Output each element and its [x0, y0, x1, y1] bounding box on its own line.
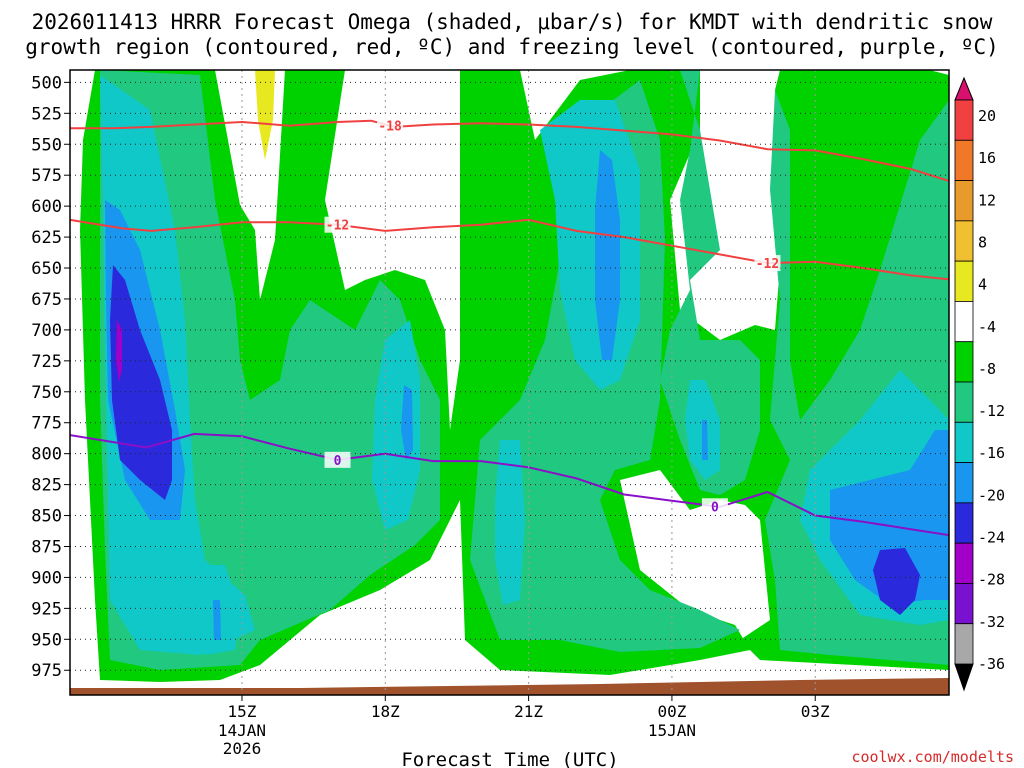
x-axis-label: Forecast Time (UTC) [401, 749, 618, 768]
y-tick-label: 750 [31, 383, 62, 403]
colorbar-swatch [954, 462, 974, 504]
chart-title-line1: 2026011413 HRRR Forecast Omega (shaded, … [31, 10, 993, 34]
colorbar-swatch [954, 502, 974, 544]
colorbar-label: -16 [978, 444, 1005, 462]
omega-shade-minus24 [116, 320, 122, 382]
y-tick-label: 775 [31, 414, 62, 434]
x-tick-label: 15Z [228, 702, 257, 721]
x-tick-sublabel: 14JAN [218, 721, 266, 740]
colorbar-swatch [954, 381, 974, 423]
x-tick-label: 21Z [514, 702, 543, 721]
y-tick-label: 875 [31, 537, 62, 557]
colorbar-label: -36 [978, 655, 1005, 673]
omega-shade-minus20-b [873, 548, 920, 615]
colorbar-label: 20 [978, 107, 996, 125]
contour-3 [70, 432, 949, 537]
colorbar-swatch [954, 260, 974, 302]
omega-shade-minus20 [110, 265, 172, 500]
x-tick-sublabel: 15JAN [648, 721, 696, 740]
contour-label: -12 [326, 219, 349, 234]
contour-label: 0 [711, 500, 719, 515]
y-tick-label: 825 [31, 476, 62, 496]
y-tick-label: 625 [31, 228, 62, 248]
chart-title-line2: growth region (contoured, red, ºC) and f… [25, 35, 999, 59]
colorbar-top-arrow [954, 76, 974, 101]
contour-label-bg [754, 255, 781, 272]
colorbar-label: -32 [978, 613, 1005, 631]
y-tick-label: 725 [31, 352, 62, 372]
omega-shade-plus4 [255, 70, 275, 160]
y-tick-label: 975 [31, 661, 62, 681]
contour-label-bg [701, 498, 728, 515]
y-tick-label: 700 [31, 321, 62, 341]
y-tick-label: 850 [31, 507, 62, 527]
y-tick-label: 500 [31, 73, 62, 93]
omega-shade-minus16-e [213, 600, 221, 640]
colorbar-label: -12 [978, 402, 1005, 420]
omega-shade-minus16-d [401, 385, 413, 460]
omega-shade-minus12 [100, 75, 255, 655]
contour-label-bg [324, 216, 351, 233]
y-tick-label: 950 [31, 630, 62, 650]
contour-label-bg [377, 117, 404, 134]
omega-shade-minus12-b [372, 320, 420, 530]
colorbar-label: -20 [978, 486, 1005, 504]
y-tick-label: 650 [31, 259, 62, 279]
y-tick-label: 550 [31, 135, 62, 155]
contour-label: -18 [378, 120, 402, 135]
colorbar-label: 4 [978, 276, 987, 294]
y-tick-label: 575 [31, 166, 62, 186]
colorbar-label: -8 [978, 360, 996, 378]
x-tick-sublabel: 2026 [223, 739, 262, 758]
colorbar-swatch [954, 623, 974, 665]
colorbar-label: 16 [978, 149, 996, 167]
plot-frame [69, 69, 950, 696]
colorbar-swatch [954, 583, 974, 625]
y-tick-label: 600 [31, 197, 62, 217]
grid-lines [70, 70, 949, 695]
omega-shade-minus12-e [495, 440, 525, 605]
colorbar-swatch [954, 421, 974, 463]
contour-label: 0 [334, 454, 342, 469]
y-tick-label: 525 [31, 104, 62, 124]
colorbar-swatch [954, 220, 974, 262]
contour-1 [70, 218, 949, 281]
x-tick-label: 00Z [657, 702, 686, 721]
colorbar-swatch [954, 139, 974, 181]
colorbar-swatch [954, 99, 974, 141]
colorbar-label: -24 [978, 529, 1005, 547]
colorbar-label: -28 [978, 571, 1005, 589]
colorbar-label: 8 [978, 233, 987, 251]
contour-label-bg [324, 451, 351, 468]
contour-label: -12 [756, 257, 779, 272]
credit-link[interactable]: coolwx.com/modelts [851, 748, 1014, 766]
y-tick-label: 925 [31, 599, 62, 619]
omega-shade-minus8-c [660, 70, 760, 495]
colorbar-swatch [954, 301, 974, 343]
omega-shade-minus16-f [702, 420, 708, 460]
x-tick-label: 03Z [801, 702, 830, 721]
y-tick-label: 675 [31, 290, 62, 310]
contour-0 [70, 119, 949, 182]
colorbar-swatch [954, 542, 974, 584]
colorbar-label: -4 [978, 318, 996, 336]
omega-shading [70, 70, 949, 695]
x-tick-label: 18Z [371, 702, 400, 721]
omega-shade-minus16-c [830, 430, 949, 605]
colorbar-swatch [954, 180, 974, 222]
colorbar-bottom-arrow [954, 663, 974, 692]
y-tick-label: 800 [31, 445, 62, 465]
colorbar-swatch [954, 341, 974, 383]
surface-terrain [70, 678, 949, 695]
omega-shade-minus16-b [595, 150, 620, 360]
y-tick-label: 900 [31, 568, 62, 588]
colorbar-label: 12 [978, 191, 996, 209]
